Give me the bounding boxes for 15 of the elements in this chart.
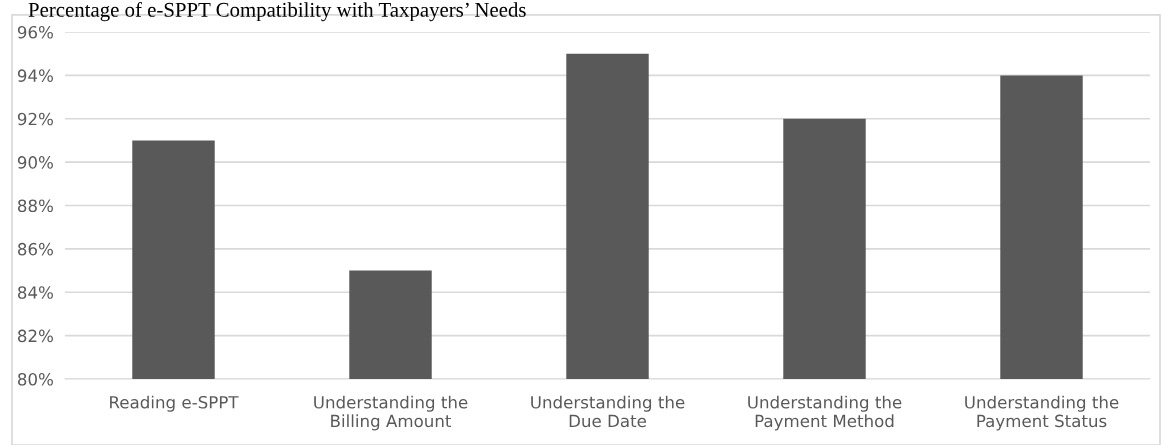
y-tick-label: 82% [17, 329, 53, 343]
x-tick-label: Understanding the Payment Status [965, 395, 1119, 431]
x-tick-label: Understanding the Payment Method [748, 395, 902, 431]
x-tick-label: Understanding the Due Date [531, 395, 685, 428]
y-tick-label: 90% [17, 156, 53, 169]
x-tick-label: Reading e-SPPT [110, 395, 239, 412]
y-tick-label: 96% [17, 25, 53, 39]
y-tick-label: 94% [17, 69, 53, 82]
y-tick-label: 84% [17, 286, 53, 299]
y-tick-label: 80% [17, 372, 53, 386]
y-tick-label: 92% [17, 112, 53, 126]
y-tick-label: 86% [17, 242, 53, 256]
x-tick-label: Understanding the Billing Amount [314, 395, 468, 431]
chart-title: Percentage of e-SPPT Compatibility with Taxpayers’ Needs [28, 2, 526, 22]
y-tick-label: 88% [17, 199, 53, 213]
